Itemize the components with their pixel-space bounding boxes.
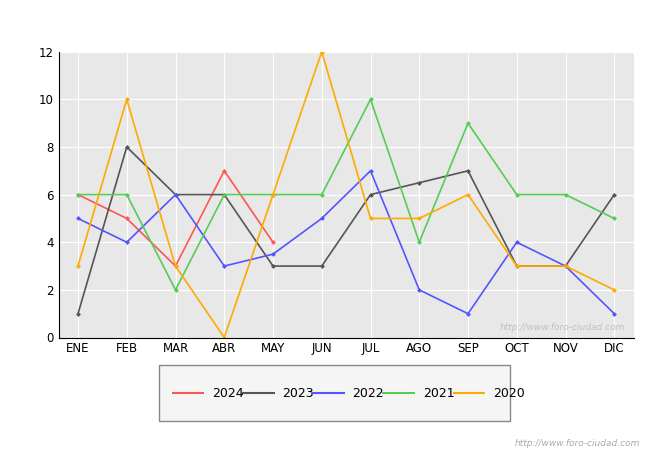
Text: Matriculaciones de Vehiculos en Falset: Matriculaciones de Vehiculos en Falset: [165, 16, 485, 34]
Text: 2021: 2021: [422, 387, 454, 400]
FancyBboxPatch shape: [159, 365, 510, 421]
Text: 2023: 2023: [282, 387, 314, 400]
Text: http://www.foro-ciudad.com: http://www.foro-ciudad.com: [500, 323, 625, 332]
Text: http://www.foro-ciudad.com: http://www.foro-ciudad.com: [515, 439, 640, 448]
Text: 2022: 2022: [352, 387, 384, 400]
Text: 2024: 2024: [212, 387, 244, 400]
Text: 2020: 2020: [493, 387, 525, 400]
